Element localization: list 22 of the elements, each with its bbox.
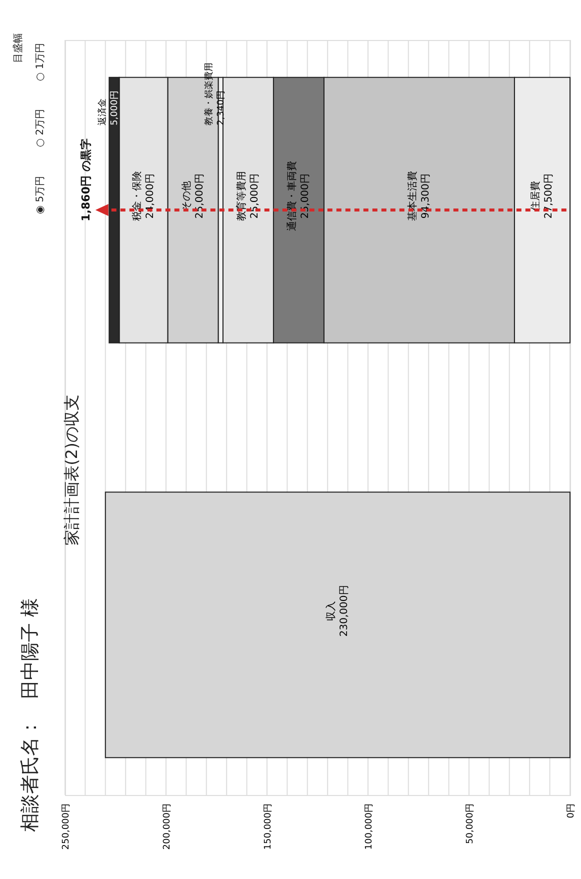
x-tick-label: 50,000円 xyxy=(466,804,476,844)
text: 相談者氏名： 田中陽子 様 xyxy=(19,598,41,832)
data-label: 230,000円 xyxy=(339,585,350,637)
x-tick-label: 0円 xyxy=(566,804,576,818)
data-label: 27,500円 xyxy=(544,174,555,219)
data-label: 2,340円 xyxy=(216,90,227,126)
x-tick-label: 200,000円 xyxy=(162,804,172,850)
text: ◉ 5万円 xyxy=(35,176,46,214)
x-tick-label: 100,000円 xyxy=(364,804,374,850)
text: ○ 2万円 xyxy=(35,108,46,148)
series-label: 税金・保険 xyxy=(130,171,143,222)
data-label: 94,300円 xyxy=(420,174,432,219)
text: ○ 1万円 xyxy=(35,42,46,82)
text: 教養・娯楽費用 xyxy=(204,62,215,126)
x-tick-label: 250,000円 xyxy=(62,804,72,850)
text: 返済金 xyxy=(97,98,108,126)
text: 家計計画表(2)の収支 xyxy=(62,394,81,546)
text: 目盛幅 xyxy=(12,33,24,63)
series-label: 収入 xyxy=(325,600,338,621)
annotation: 1,860円 の黒字 xyxy=(79,138,92,222)
x-tick-label: 150,000円 xyxy=(264,804,274,850)
data-label: 5,000円 xyxy=(110,90,120,126)
